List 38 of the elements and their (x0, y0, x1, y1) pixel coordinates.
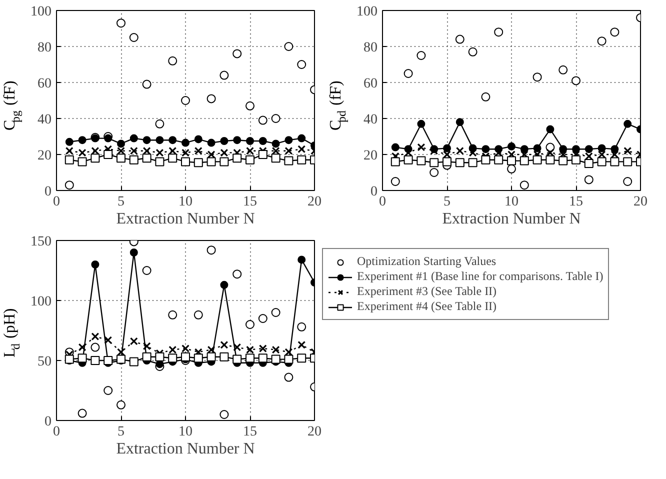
x-tick-label: 10 (504, 194, 518, 210)
x-tick-label: 15 (243, 424, 257, 440)
legend-label: Optimization Starting Values (357, 254, 496, 269)
y-tick-label: 40 (38, 112, 52, 128)
x-tick-label: 20 (634, 194, 648, 210)
legend-label: Experiment #1 (Base line for comparisons. Table I) (357, 269, 604, 284)
x-tick-label: 5 (118, 424, 124, 440)
x-tick-label: 10 (178, 424, 192, 440)
x-tick-label: 20 (308, 424, 322, 440)
x-tick-label: 15 (569, 194, 583, 210)
y-tick-label: 60 (364, 76, 378, 92)
y-tick-label: 150 (30, 234, 52, 250)
y-tick-label: 60 (38, 76, 52, 92)
y-axis-title: Ld (pH) (2, 308, 22, 358)
y-tick-label: 0 (44, 414, 52, 430)
x-axis-title: Extraction Number N (116, 210, 256, 228)
x-tick-label: 20 (308, 194, 322, 210)
legend-label: Experiment #4 (See Table II) (357, 299, 497, 314)
y-tick-label: 80 (364, 40, 378, 56)
x-tick-label: 5 (118, 194, 124, 210)
x-axis-title: Extraction Number N (442, 210, 582, 228)
y-axis-title: Cpd (fF) (328, 80, 348, 130)
x-tick-label: 15 (243, 194, 257, 210)
y-tick-label: 0 (44, 184, 52, 200)
x-axis-title: Extraction Number N (116, 440, 256, 458)
y-tick-label: 80 (38, 40, 52, 56)
y-tick-label: 0 (370, 184, 378, 200)
x-tick-label: 5 (444, 194, 450, 210)
x-tick-label: 10 (178, 194, 192, 210)
y-tick-label: 20 (38, 148, 52, 164)
y-tick-label: 100 (356, 4, 378, 20)
y-axis-title: Cpg (fF) (2, 80, 22, 130)
y-tick-label: 50 (38, 354, 52, 370)
legend-label: Experiment #3 (See Table II) (357, 284, 497, 299)
y-tick-label: 100 (30, 4, 52, 20)
y-tick-label: 20 (364, 148, 378, 164)
y-tick-label: 40 (364, 112, 378, 128)
y-tick-label: 100 (30, 294, 52, 310)
